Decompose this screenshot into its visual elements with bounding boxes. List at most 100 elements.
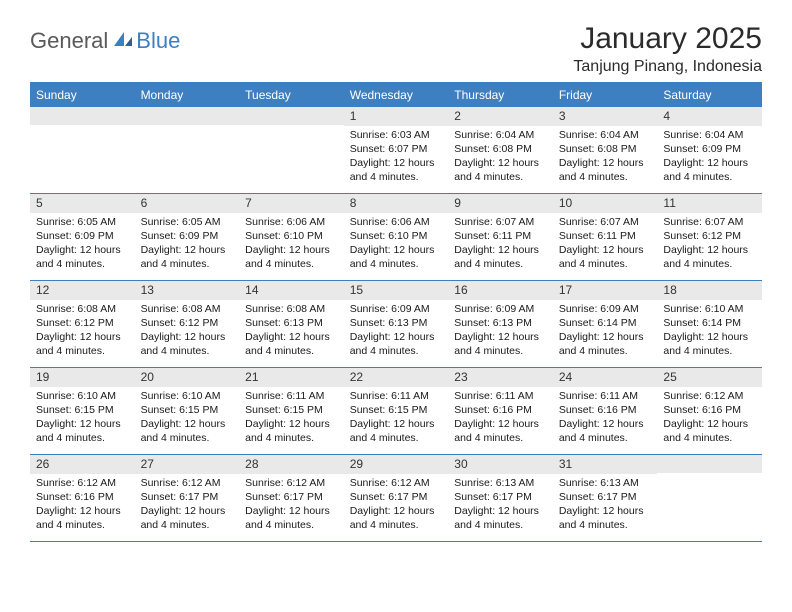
calendar-week: 5Sunrise: 6:05 AMSunset: 6:09 PMDaylight… xyxy=(30,194,762,281)
calendar-cell: 29Sunrise: 6:12 AMSunset: 6:17 PMDayligh… xyxy=(344,455,449,541)
day-number: 7 xyxy=(239,194,344,213)
weekday-label: Friday xyxy=(553,84,658,107)
day-number: 20 xyxy=(135,368,240,387)
sunrise-line: Sunrise: 6:12 AM xyxy=(245,477,338,491)
calendar-week: 12Sunrise: 6:08 AMSunset: 6:12 PMDayligh… xyxy=(30,281,762,368)
day-number: 1 xyxy=(344,107,449,126)
day-number: 22 xyxy=(344,368,449,387)
sunset-line: Sunset: 6:09 PM xyxy=(663,143,756,157)
day-body: Sunrise: 6:09 AMSunset: 6:13 PMDaylight:… xyxy=(344,300,449,362)
weekday-label: Sunday xyxy=(30,84,135,107)
sunset-line: Sunset: 6:11 PM xyxy=(559,230,652,244)
calendar-cell: 27Sunrise: 6:12 AMSunset: 6:17 PMDayligh… xyxy=(135,455,240,541)
day-body: Sunrise: 6:06 AMSunset: 6:10 PMDaylight:… xyxy=(239,213,344,275)
daylight-line: Daylight: 12 hours and 4 minutes. xyxy=(245,505,338,533)
day-number: 10 xyxy=(553,194,658,213)
sunrise-line: Sunrise: 6:04 AM xyxy=(454,129,547,143)
sunrise-line: Sunrise: 6:08 AM xyxy=(141,303,234,317)
day-number: 26 xyxy=(30,455,135,474)
day-body: Sunrise: 6:08 AMSunset: 6:12 PMDaylight:… xyxy=(135,300,240,362)
sunrise-line: Sunrise: 6:09 AM xyxy=(350,303,443,317)
day-number: 21 xyxy=(239,368,344,387)
calendar-body: 1Sunrise: 6:03 AMSunset: 6:07 PMDaylight… xyxy=(30,107,762,542)
sunset-line: Sunset: 6:12 PM xyxy=(36,317,129,331)
day-body: Sunrise: 6:04 AMSunset: 6:08 PMDaylight:… xyxy=(448,126,553,188)
sunset-line: Sunset: 6:10 PM xyxy=(245,230,338,244)
weekday-label: Tuesday xyxy=(239,84,344,107)
day-body: Sunrise: 6:07 AMSunset: 6:12 PMDaylight:… xyxy=(657,213,762,275)
daylight-line: Daylight: 12 hours and 4 minutes. xyxy=(559,505,652,533)
calendar-cell: 18Sunrise: 6:10 AMSunset: 6:14 PMDayligh… xyxy=(657,281,762,367)
sunset-line: Sunset: 6:10 PM xyxy=(350,230,443,244)
calendar-cell: 20Sunrise: 6:10 AMSunset: 6:15 PMDayligh… xyxy=(135,368,240,454)
day-body: Sunrise: 6:04 AMSunset: 6:09 PMDaylight:… xyxy=(657,126,762,188)
sunrise-line: Sunrise: 6:11 AM xyxy=(350,390,443,404)
day-body: Sunrise: 6:12 AMSunset: 6:16 PMDaylight:… xyxy=(30,474,135,536)
calendar-cell: 31Sunrise: 6:13 AMSunset: 6:17 PMDayligh… xyxy=(553,455,658,541)
calendar-cell xyxy=(30,107,135,193)
day-number: 14 xyxy=(239,281,344,300)
sunrise-line: Sunrise: 6:11 AM xyxy=(245,390,338,404)
day-body: Sunrise: 6:13 AMSunset: 6:17 PMDaylight:… xyxy=(553,474,658,536)
calendar-cell: 10Sunrise: 6:07 AMSunset: 6:11 PMDayligh… xyxy=(553,194,658,280)
daylight-line: Daylight: 12 hours and 4 minutes. xyxy=(350,505,443,533)
daylight-line: Daylight: 12 hours and 4 minutes. xyxy=(141,418,234,446)
day-body: Sunrise: 6:11 AMSunset: 6:16 PMDaylight:… xyxy=(448,387,553,449)
calendar-cell: 6Sunrise: 6:05 AMSunset: 6:09 PMDaylight… xyxy=(135,194,240,280)
calendar-cell xyxy=(657,455,762,541)
sunset-line: Sunset: 6:08 PM xyxy=(454,143,547,157)
day-body: Sunrise: 6:11 AMSunset: 6:15 PMDaylight:… xyxy=(344,387,449,449)
sunset-line: Sunset: 6:16 PM xyxy=(36,491,129,505)
day-number: 2 xyxy=(448,107,553,126)
daylight-line: Daylight: 12 hours and 4 minutes. xyxy=(141,244,234,272)
day-number: 29 xyxy=(344,455,449,474)
sunrise-line: Sunrise: 6:09 AM xyxy=(559,303,652,317)
daylight-line: Daylight: 12 hours and 4 minutes. xyxy=(663,418,756,446)
sunset-line: Sunset: 6:07 PM xyxy=(350,143,443,157)
day-body: Sunrise: 6:12 AMSunset: 6:16 PMDaylight:… xyxy=(657,387,762,449)
calendar-cell: 15Sunrise: 6:09 AMSunset: 6:13 PMDayligh… xyxy=(344,281,449,367)
daylight-line: Daylight: 12 hours and 4 minutes. xyxy=(454,157,547,185)
calendar-cell: 5Sunrise: 6:05 AMSunset: 6:09 PMDaylight… xyxy=(30,194,135,280)
calendar-cell: 8Sunrise: 6:06 AMSunset: 6:10 PMDaylight… xyxy=(344,194,449,280)
day-number: 25 xyxy=(657,368,762,387)
daylight-line: Daylight: 12 hours and 4 minutes. xyxy=(36,418,129,446)
weekday-label: Saturday xyxy=(657,84,762,107)
weekday-label: Wednesday xyxy=(344,84,449,107)
sunset-line: Sunset: 6:15 PM xyxy=(36,404,129,418)
daylight-line: Daylight: 12 hours and 4 minutes. xyxy=(141,331,234,359)
daylight-line: Daylight: 12 hours and 4 minutes. xyxy=(663,244,756,272)
day-body: Sunrise: 6:07 AMSunset: 6:11 PMDaylight:… xyxy=(448,213,553,275)
day-number: 19 xyxy=(30,368,135,387)
day-body: Sunrise: 6:13 AMSunset: 6:17 PMDaylight:… xyxy=(448,474,553,536)
day-number: 30 xyxy=(448,455,553,474)
day-number: 4 xyxy=(657,107,762,126)
sunset-line: Sunset: 6:16 PM xyxy=(559,404,652,418)
daylight-line: Daylight: 12 hours and 4 minutes. xyxy=(350,157,443,185)
sunrise-line: Sunrise: 6:09 AM xyxy=(454,303,547,317)
day-number: 13 xyxy=(135,281,240,300)
calendar-cell: 9Sunrise: 6:07 AMSunset: 6:11 PMDaylight… xyxy=(448,194,553,280)
calendar-cell: 12Sunrise: 6:08 AMSunset: 6:12 PMDayligh… xyxy=(30,281,135,367)
sunrise-line: Sunrise: 6:12 AM xyxy=(350,477,443,491)
daylight-line: Daylight: 12 hours and 4 minutes. xyxy=(245,418,338,446)
sunrise-line: Sunrise: 6:10 AM xyxy=(663,303,756,317)
day-number: 16 xyxy=(448,281,553,300)
sunrise-line: Sunrise: 6:07 AM xyxy=(454,216,547,230)
day-body: Sunrise: 6:11 AMSunset: 6:16 PMDaylight:… xyxy=(553,387,658,449)
daylight-line: Daylight: 12 hours and 4 minutes. xyxy=(350,418,443,446)
sunrise-line: Sunrise: 6:04 AM xyxy=(559,129,652,143)
day-number: 6 xyxy=(135,194,240,213)
daylight-line: Daylight: 12 hours and 4 minutes. xyxy=(663,331,756,359)
calendar-cell: 22Sunrise: 6:11 AMSunset: 6:15 PMDayligh… xyxy=(344,368,449,454)
sunset-line: Sunset: 6:17 PM xyxy=(454,491,547,505)
daylight-line: Daylight: 12 hours and 4 minutes. xyxy=(454,244,547,272)
calendar-cell: 28Sunrise: 6:12 AMSunset: 6:17 PMDayligh… xyxy=(239,455,344,541)
day-body: Sunrise: 6:12 AMSunset: 6:17 PMDaylight:… xyxy=(239,474,344,536)
day-body: Sunrise: 6:10 AMSunset: 6:14 PMDaylight:… xyxy=(657,300,762,362)
daylight-line: Daylight: 12 hours and 4 minutes. xyxy=(559,244,652,272)
calendar-week: 1Sunrise: 6:03 AMSunset: 6:07 PMDaylight… xyxy=(30,107,762,194)
location: Tanjung Pinang, Indonesia xyxy=(573,58,762,76)
day-body: Sunrise: 6:08 AMSunset: 6:13 PMDaylight:… xyxy=(239,300,344,362)
calendar-cell: 1Sunrise: 6:03 AMSunset: 6:07 PMDaylight… xyxy=(344,107,449,193)
